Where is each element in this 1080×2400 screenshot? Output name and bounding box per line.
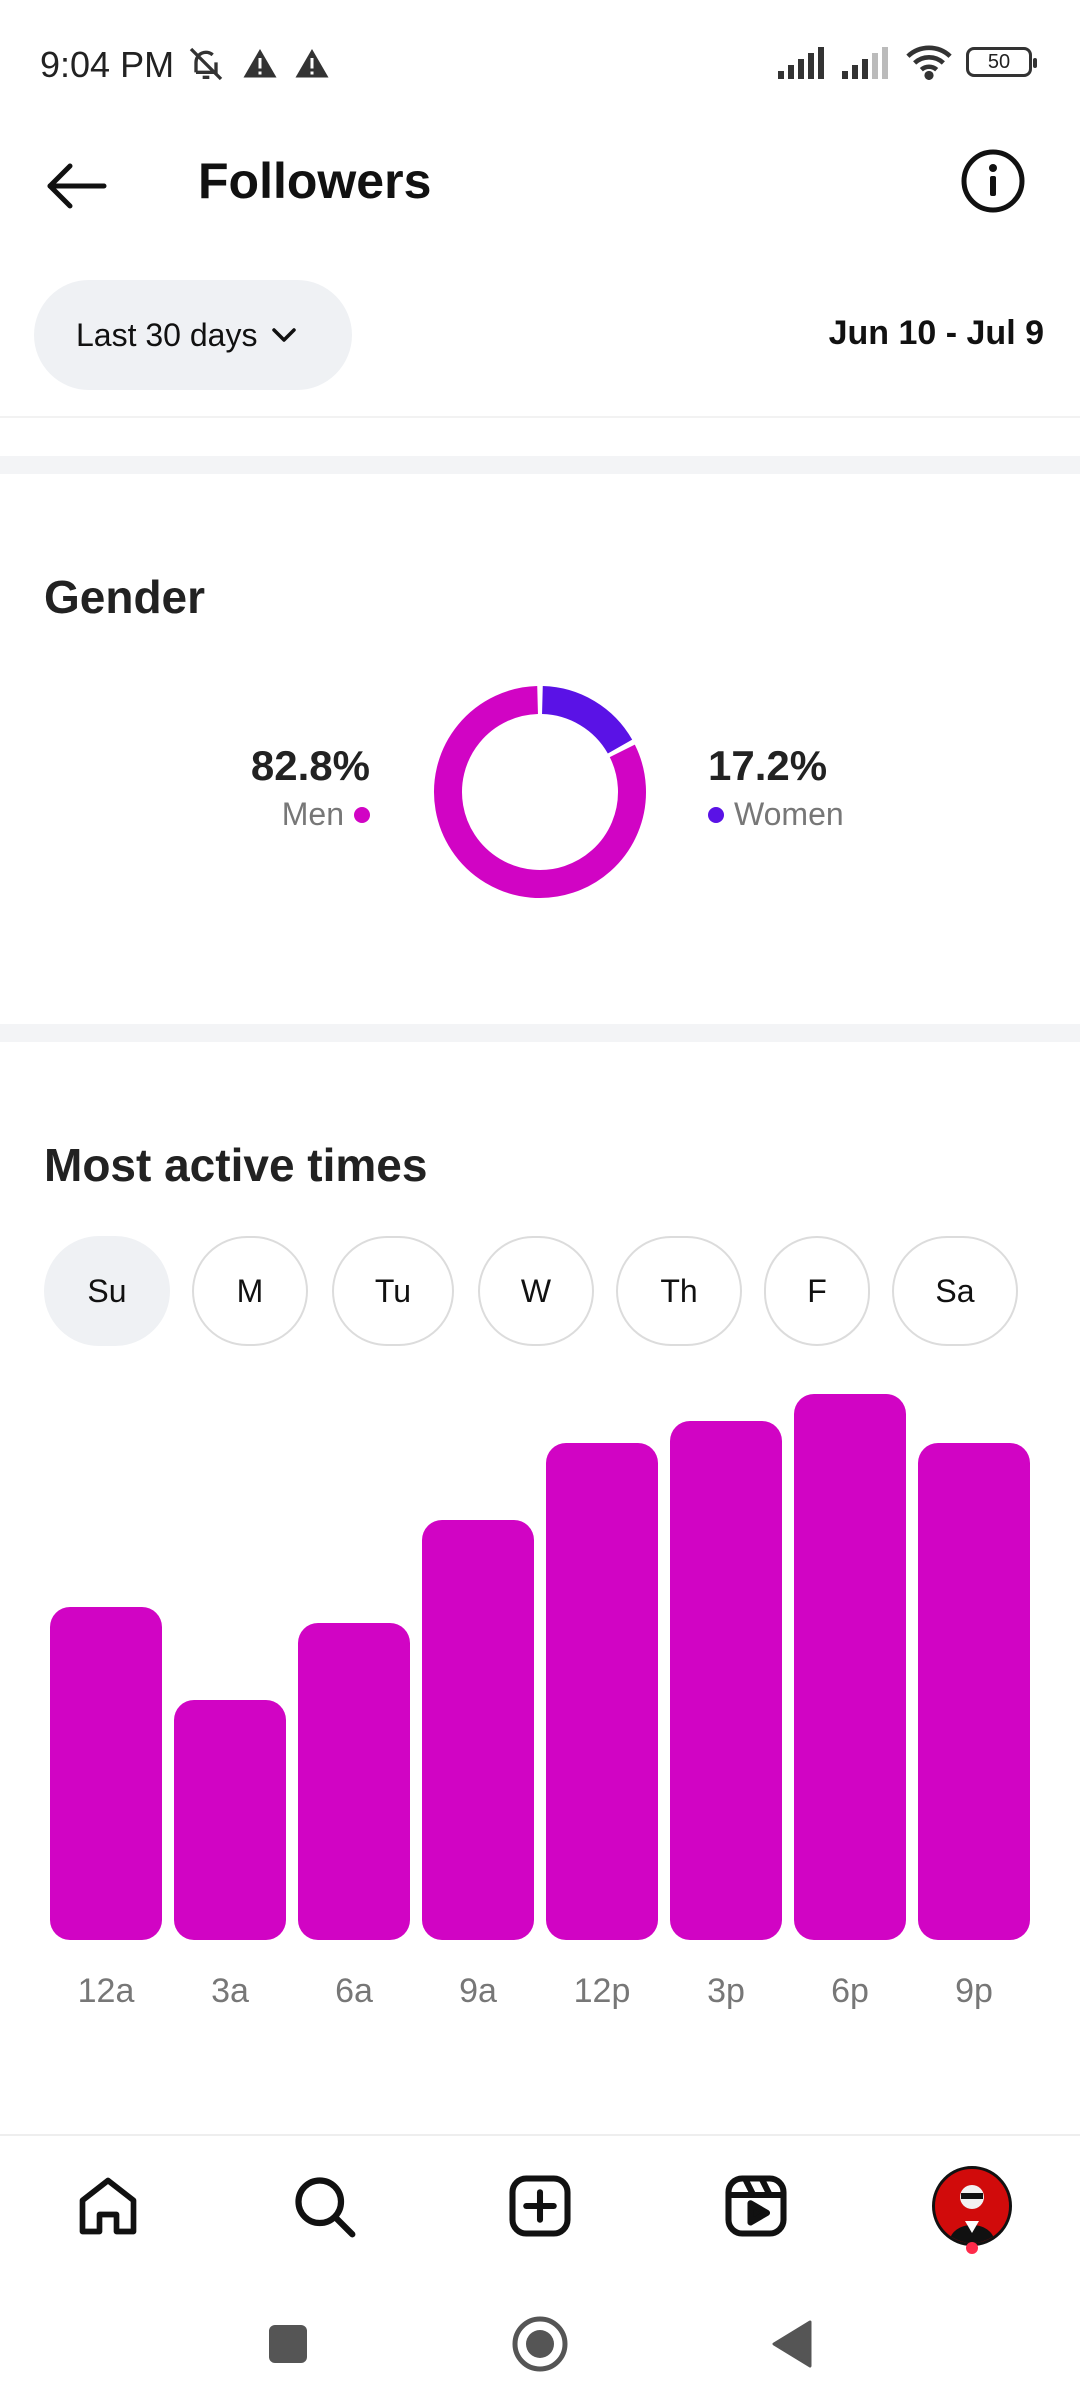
bar-3p[interactable] (670, 1421, 782, 1940)
x-tick-label: 3a (211, 1972, 249, 2010)
nav-create[interactable] (500, 2166, 580, 2246)
back-triangle-icon (772, 2320, 812, 2368)
x-tick-label: 6a (335, 1972, 373, 2010)
avatar-figure-icon (949, 2185, 995, 2243)
recents-button[interactable] (256, 2312, 320, 2376)
men-legend-dot (354, 806, 370, 823)
women-segment (541, 686, 633, 754)
home-system-button[interactable] (508, 2312, 572, 2376)
nav-reels[interactable] (716, 2166, 796, 2246)
women-legend-dot (708, 806, 724, 823)
info-icon (961, 149, 1025, 213)
status-bar: 9:04 PM 50 (0, 0, 1080, 130)
bar-9a[interactable] (422, 1519, 534, 1940)
men-percent: 82.8% (250, 742, 370, 789)
app-header: Followers (0, 130, 1080, 230)
active-times-title: Most active times (44, 1139, 428, 1191)
page-title: Followers (198, 153, 432, 209)
x-tick-label: 12a (77, 1972, 135, 2010)
x-tick-label: 9a (459, 1972, 497, 2010)
day-tab-su[interactable]: Su (44, 1236, 170, 1346)
divider (0, 416, 1080, 418)
women-stat: 17.2% Women (708, 742, 908, 833)
x-tick-label: 9p (955, 1972, 993, 2010)
day-tab-sa[interactable]: Sa (892, 1236, 1018, 1346)
section-divider (0, 1024, 1080, 1042)
back-system-button[interactable] (760, 2312, 824, 2376)
home-icon (79, 2177, 137, 2235)
bar-12p[interactable] (546, 1443, 658, 1940)
reels-icon (725, 2175, 787, 2237)
arrow-left-icon (47, 163, 107, 209)
signal-weak-icon (842, 47, 888, 79)
wifi-icon (906, 45, 952, 80)
info-button[interactable] (958, 146, 1028, 216)
warning-icon (295, 49, 329, 78)
day-selector: Su M Tu W Th F Sa (44, 1236, 1044, 1346)
period-label: Last 30 days (76, 316, 258, 353)
create-icon (509, 2175, 571, 2237)
bar-3a[interactable] (174, 1699, 286, 1940)
active-times-bar-chart (40, 1380, 1040, 2000)
home-circle-icon (512, 2316, 568, 2372)
day-tab-f[interactable]: F (764, 1236, 870, 1346)
men-segment (434, 686, 646, 898)
day-tab-w[interactable]: W (478, 1236, 594, 1346)
women-percent: 17.2% (708, 742, 828, 789)
nav-search[interactable] (284, 2166, 364, 2246)
day-tab-m[interactable]: M (192, 1236, 308, 1346)
men-stat: 82.8% Men (230, 742, 370, 833)
signal-icon (778, 47, 824, 79)
status-time: 9:04 PM (40, 44, 175, 85)
date-range: Jun 10 - Jul 9 (828, 314, 1044, 352)
nav-profile[interactable] (932, 2166, 1012, 2246)
x-tick-label: 6p (831, 1972, 869, 2010)
x-tick-label: 12p (573, 1972, 631, 2010)
warning-icon (243, 49, 277, 78)
recents-icon (269, 2325, 307, 2363)
period-dropdown[interactable]: Last 30 days (34, 280, 352, 390)
bar-12a[interactable] (50, 1606, 162, 1940)
women-legend: Women (708, 796, 908, 833)
search-icon (295, 2177, 356, 2238)
profile-avatar (932, 2166, 1012, 2246)
day-tab-tu[interactable]: Tu (332, 1236, 454, 1346)
day-tab-th[interactable]: Th (616, 1236, 742, 1346)
battery-icon: 50 (966, 47, 1037, 77)
section-divider (0, 456, 1080, 474)
status-icons-right: 50 (778, 44, 1037, 80)
bell-muted-icon (189, 47, 223, 81)
gender-title: Gender (44, 571, 206, 623)
men-label: Men (281, 796, 344, 832)
men-legend: Men (230, 796, 370, 833)
gender-donut-chart (434, 686, 646, 898)
nav-home[interactable] (68, 2166, 148, 2246)
system-nav-bar (0, 2290, 1080, 2400)
chevron-down-icon (272, 328, 297, 342)
women-label: Women (734, 796, 844, 832)
bottom-nav (0, 2134, 1080, 2274)
profile-notification-dot (966, 2242, 978, 2254)
battery-level: 50 (987, 50, 1011, 73)
bar-9p[interactable] (918, 1443, 1030, 1940)
bar-6p[interactable] (794, 1394, 906, 1940)
back-button[interactable] (40, 150, 112, 222)
bar-6a[interactable] (298, 1623, 410, 1940)
status-icons-left (186, 44, 330, 84)
x-tick-label: 3p (707, 1972, 745, 2010)
